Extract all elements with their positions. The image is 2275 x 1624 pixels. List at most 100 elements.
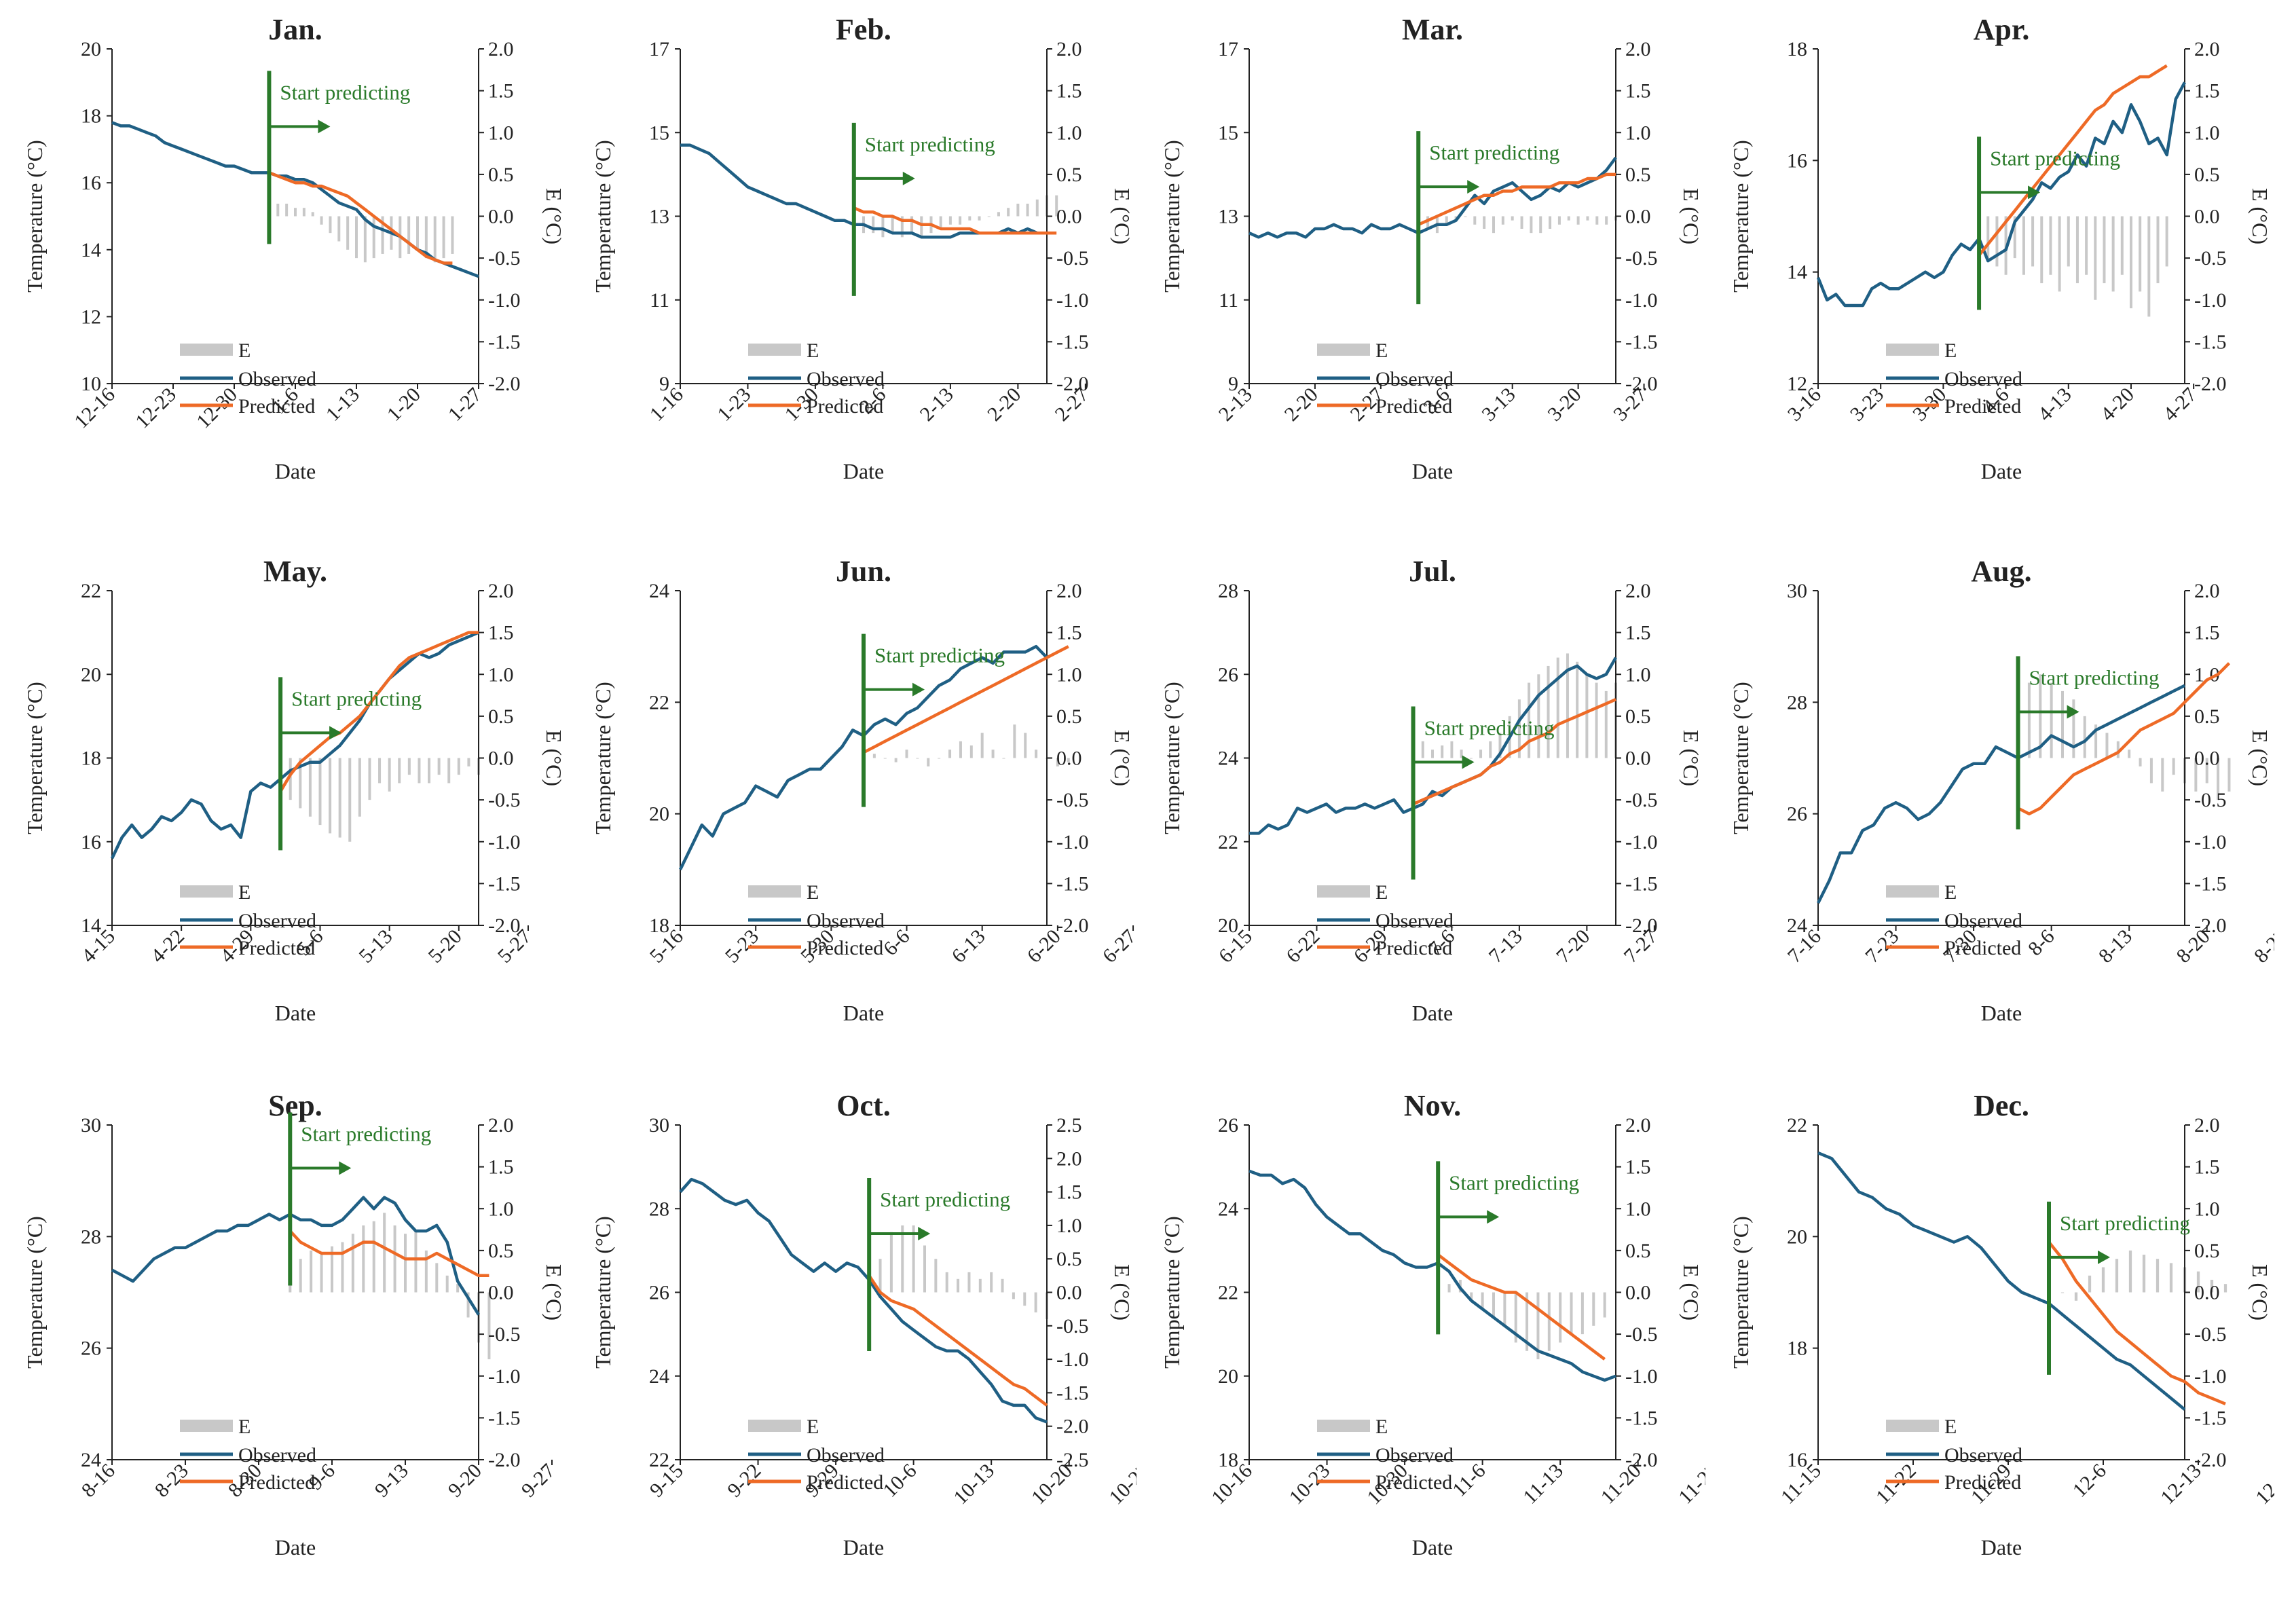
x-tick-label: 4-20 — [2096, 384, 2139, 426]
error-bar — [912, 1225, 915, 1293]
chart-oct: 22 24 26 28 30 -2.5 -2.0 -1.5 -1.0 -0.5 0.0 0.5 1.0 1… — [591, 1089, 1136, 1560]
start-arrow-head — [2067, 705, 2079, 719]
x-tick-label: 12-23 — [131, 384, 181, 433]
error-bar — [2147, 216, 2151, 317]
error-bar — [1511, 216, 1514, 221]
y2-axis-label: E (°C) — [542, 188, 566, 244]
y2-tick-label: 2.0 — [2194, 580, 2220, 602]
y-tick-label: 17 — [1218, 38, 1238, 60]
y2-tick-label: -2.0 — [488, 373, 521, 395]
error-bar — [1024, 733, 1027, 758]
y-axis-label: Temperature (°C) — [591, 1216, 615, 1369]
predicted-line — [2048, 1241, 2226, 1405]
x-axis-label: Date — [1981, 459, 2022, 483]
y2-tick-label: 1.0 — [2194, 122, 2220, 144]
error-bar — [2039, 674, 2042, 758]
error-bar — [289, 758, 292, 800]
y-axis-label: Temperature (°C) — [1728, 682, 1753, 834]
error-bar — [2116, 741, 2120, 758]
y-tick-label: 26 — [1787, 803, 1807, 826]
y2-tick-label: 0.0 — [488, 1282, 514, 1304]
error-bar — [1026, 204, 1029, 217]
y-tick-label: 22 — [1787, 1114, 1807, 1137]
x-tick-label: 9-20 — [444, 1460, 486, 1502]
y-tick-label: 16 — [1787, 1449, 1807, 1471]
error-bar — [346, 216, 350, 250]
error-bar — [445, 1275, 449, 1293]
x-tick-label: 1-20 — [383, 384, 425, 426]
observed-line — [1249, 156, 1617, 239]
y-axis-label: Temperature (°C) — [1728, 140, 1753, 293]
y2-tick-label: 1.5 — [2194, 622, 2220, 644]
error-bar — [2111, 216, 2115, 292]
y2-tick-label: 1.5 — [1056, 80, 1082, 103]
error-bar — [1503, 1292, 1506, 1326]
error-bar — [1421, 741, 1424, 758]
chart-title: Mar. — [1402, 13, 1463, 46]
legend-label-e: E — [807, 339, 819, 362]
start-predicting-label: Start predicting — [880, 1187, 1010, 1211]
y2-tick-label: -1.0 — [2194, 831, 2227, 853]
legend-label-predicted: Predicted — [807, 395, 883, 418]
legend-label-e: E — [1375, 881, 1388, 904]
legend-label-predicted: Predicted — [807, 937, 883, 959]
predicted-line — [1978, 64, 2168, 257]
y-tick-label: 16 — [81, 831, 101, 853]
y2-axis-label: E (°C) — [1110, 1264, 1134, 1321]
error-bar — [900, 216, 904, 238]
y2-tick-label: -1.5 — [2194, 872, 2227, 895]
y-tick-label: 24 — [649, 580, 669, 602]
error-bar — [1067, 758, 1070, 762]
y-tick-label: 16 — [81, 172, 101, 194]
predicted-line — [1412, 698, 1616, 806]
error-bar — [1470, 1292, 1473, 1301]
legend-swatch-e — [1886, 344, 1939, 356]
y2-tick-label: 0.0 — [1056, 1282, 1082, 1304]
error-bar — [1441, 745, 1444, 758]
start-arrow-head — [1467, 180, 1480, 194]
error-bar — [368, 758, 371, 800]
start-arrow-head — [318, 119, 331, 134]
error-bar — [2217, 758, 2220, 800]
legend-label-observed: Observed — [238, 368, 316, 390]
error-bars — [279, 758, 480, 842]
legend-label-predicted: Predicted — [238, 395, 315, 418]
observed-line — [1249, 657, 1617, 835]
error-bar — [2085, 216, 2088, 275]
error-bar — [372, 216, 375, 259]
y-axis-label: Temperature (°C) — [1728, 1216, 1753, 1369]
x-tick-label: 3-13 — [1477, 384, 1519, 426]
error-bar — [1481, 1292, 1484, 1310]
x-axis-label: Date — [843, 459, 884, 483]
y2-tick-label: 2.0 — [1056, 38, 1082, 60]
error-bar — [1576, 216, 1580, 225]
x-tick-label: 11-27 — [1674, 1460, 1705, 1509]
x-tick-label: 10-6 — [878, 1460, 921, 1502]
error-bar — [311, 212, 314, 217]
legend-label-observed: Observed — [238, 910, 316, 932]
y-axis-label: Temperature (°C) — [1160, 1216, 1184, 1369]
error-bar — [2169, 1263, 2173, 1293]
legend-label-predicted: Predicted — [1375, 395, 1452, 418]
error-bar — [1001, 1278, 1004, 1293]
y2-tick-label: -1.5 — [1056, 1382, 1089, 1404]
y-axis-label: Temperature (°C) — [22, 1216, 47, 1369]
error-bar — [1447, 1284, 1451, 1293]
x-tick-label: 8-6 — [2024, 925, 2059, 961]
y2-tick-label: 1.0 — [488, 1198, 514, 1220]
legend-swatch-e — [1886, 1420, 1939, 1432]
y-tick-label: 18 — [1787, 38, 1807, 60]
y2-tick-label: 0.0 — [1056, 206, 1082, 228]
y2-tick-label: -1.5 — [2194, 331, 2227, 353]
y-tick-label: 28 — [1218, 580, 1238, 602]
error-bar — [1576, 661, 1579, 758]
error-bar — [424, 1250, 428, 1293]
error-bar — [329, 758, 332, 834]
error-bar — [969, 745, 973, 758]
y2-tick-label: -0.5 — [1625, 1323, 1658, 1346]
y2-tick-label: 1.5 — [488, 622, 514, 644]
y-tick-label: 30 — [81, 1114, 101, 1137]
x-tick-label: 1-13 — [322, 384, 364, 426]
error-bar — [2120, 216, 2124, 275]
error-bars — [862, 724, 1070, 767]
